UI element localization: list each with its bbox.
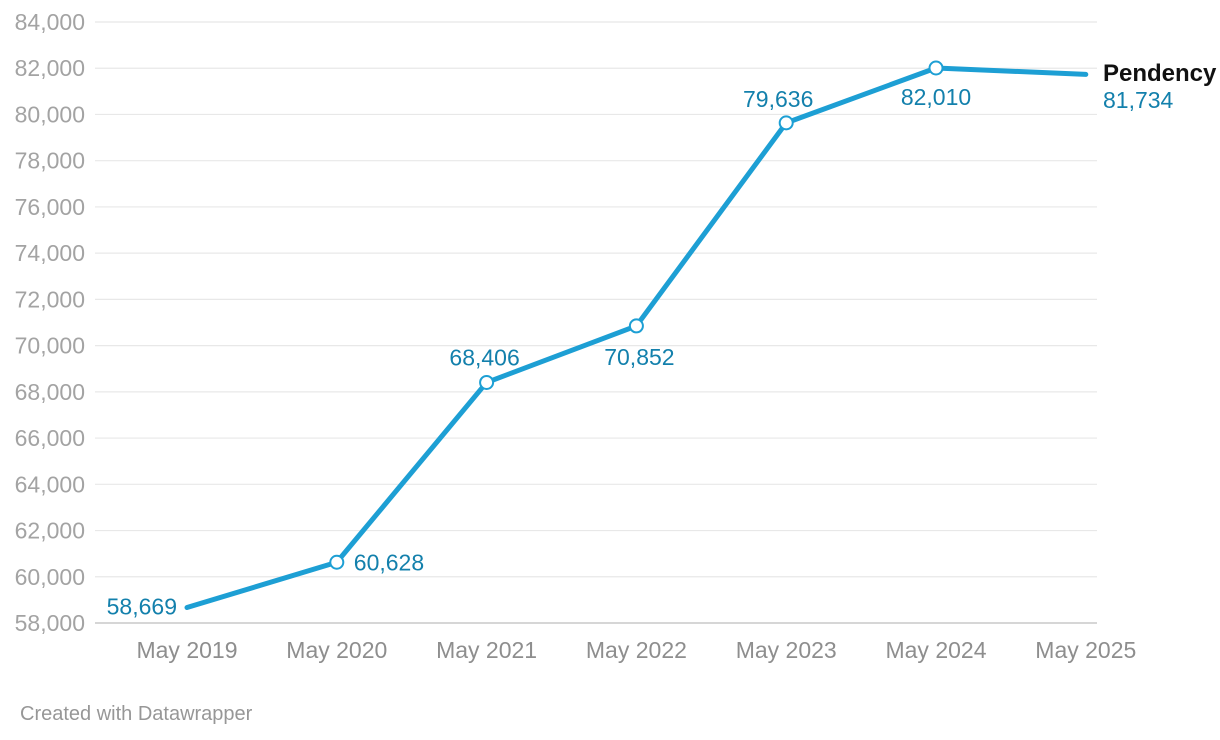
x-axis-tick-label: May 2022	[586, 637, 687, 663]
data-point-marker	[778, 115, 794, 131]
series-name-label: Pendency	[1103, 60, 1217, 87]
y-axis-tick-label: 82,000	[15, 55, 85, 81]
y-axis-tick-label: 66,000	[15, 425, 85, 451]
x-axis-tick-label: May 2025	[1035, 637, 1136, 663]
data-point-value-label: 60,628	[354, 549, 424, 575]
data-point-value-label: 68,406	[449, 344, 519, 370]
data-point-value-label: 58,669	[107, 594, 177, 620]
data-point-value-label: 82,010	[901, 84, 971, 110]
x-axis-tick-label: May 2024	[885, 637, 986, 663]
y-axis-tick-label: 80,000	[15, 101, 85, 127]
pendency-line	[184, 65, 1089, 611]
data-point-marker	[479, 374, 495, 390]
y-axis-tick-label: 68,000	[15, 379, 85, 405]
y-axis-tick-label: 58,000	[15, 610, 85, 636]
x-axis-tick-label: May 2020	[286, 637, 387, 663]
data-point-value-label: 79,636	[743, 86, 813, 112]
y-axis-tick-label: 74,000	[15, 240, 85, 266]
y-axis-tick-label: 76,000	[15, 194, 85, 220]
series-legend: Pendency 81,734	[1103, 61, 1216, 114]
series-last-value-label: 81,734	[1103, 87, 1174, 113]
data-point-marker	[329, 554, 345, 570]
y-axis-tick-label: 72,000	[15, 286, 85, 312]
y-axis-tick-label: 84,000	[15, 9, 85, 35]
data-point-marker	[928, 60, 944, 76]
x-axis-tick-label: May 2021	[436, 637, 537, 663]
data-point-value-label: 70,852	[604, 344, 674, 370]
x-axis-tick-label: May 2023	[736, 637, 837, 663]
y-axis-tick-label: 78,000	[15, 148, 85, 174]
data-point-marker	[628, 318, 644, 334]
pendency-line-chart: 58,000 60,000 62,000 64,000 66,000 68,000 70,0…	[15, 9, 1137, 663]
x-axis-tick-label: May 2019	[136, 637, 237, 663]
y-axis-tick-label: 70,000	[15, 333, 85, 359]
y-axis-tick-label: 60,000	[15, 564, 85, 590]
y-axis-tick-label: 62,000	[15, 518, 85, 544]
y-axis-tick-label: 64,000	[15, 471, 85, 497]
datawrapper-attribution: Created with Datawrapper	[20, 703, 253, 725]
